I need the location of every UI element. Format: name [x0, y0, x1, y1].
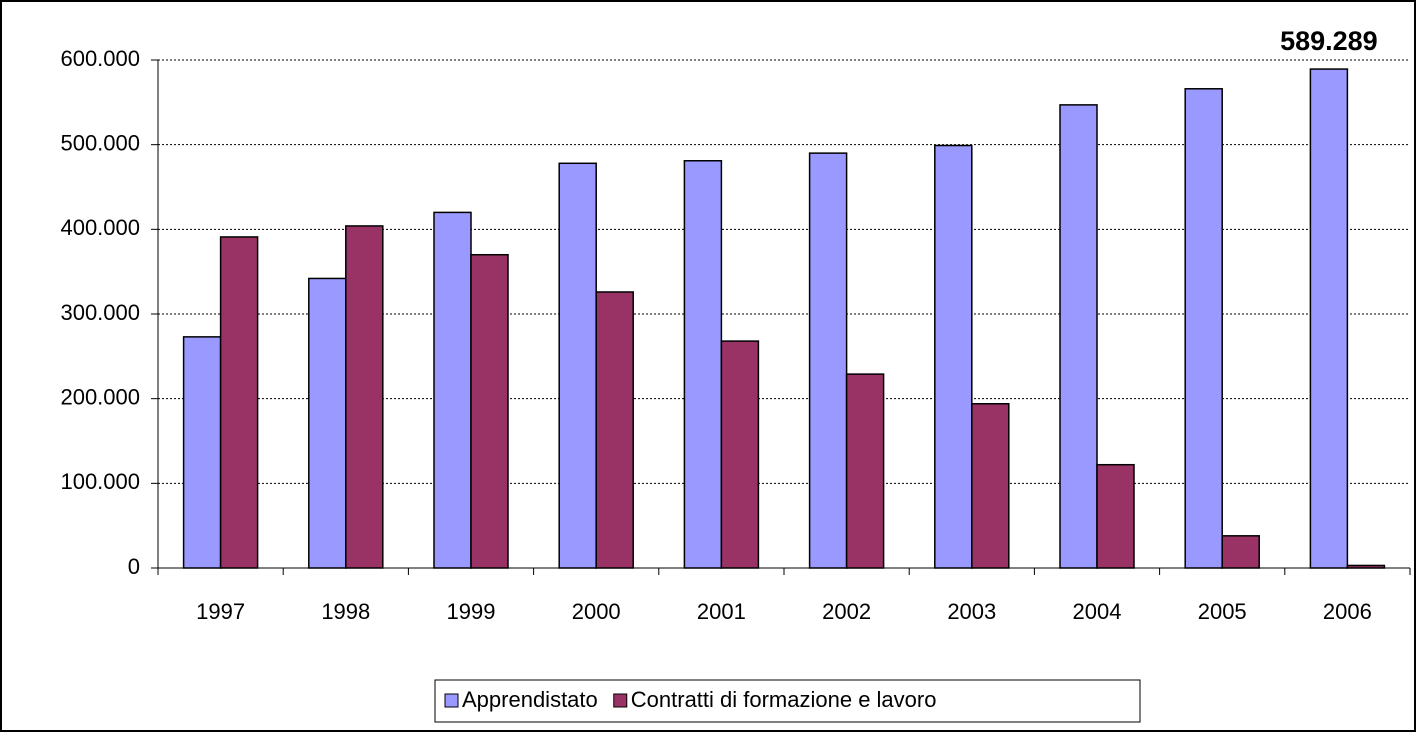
bar — [1346, 564, 1386, 569]
x-tick-label: 2006 — [1323, 599, 1372, 624]
legend-swatch — [444, 693, 459, 708]
x-tick-label: 2004 — [1073, 599, 1122, 624]
y-tick-label: 400.000 — [60, 215, 140, 240]
x-tick-label: 2003 — [947, 599, 996, 624]
bar — [971, 402, 1010, 569]
y-tick-label: 200.000 — [60, 384, 140, 409]
y-tick-label: 100.000 — [60, 469, 140, 494]
bar — [720, 340, 760, 569]
legend-box — [434, 679, 1141, 723]
bar — [470, 253, 509, 569]
bar — [219, 236, 259, 569]
bar — [558, 162, 597, 569]
x-tick-label: 2005 — [1198, 599, 1247, 624]
bar — [808, 152, 848, 569]
bar — [433, 211, 472, 569]
x-tick-label: 1998 — [321, 599, 370, 624]
x-tick-label: 1999 — [447, 599, 496, 624]
legend-swatch — [613, 693, 628, 708]
bar — [308, 277, 347, 569]
bar — [683, 160, 723, 569]
legend-label: Apprendistato — [462, 687, 598, 712]
bar — [595, 291, 634, 569]
data-label: 589.289 — [1280, 26, 1378, 56]
bar — [182, 336, 222, 569]
bar — [1096, 463, 1135, 569]
y-tick-label: 0 — [128, 554, 140, 579]
y-tick-label: 300.000 — [60, 300, 140, 325]
y-tick-label: 500.000 — [60, 130, 140, 155]
bar — [1221, 535, 1260, 569]
bar — [934, 144, 973, 569]
x-tick-label: 2000 — [572, 599, 621, 624]
x-tick-label: 2001 — [697, 599, 746, 624]
legend-label: Contratti di formazione e lavoro — [631, 687, 937, 712]
x-tick-label: 1997 — [196, 599, 245, 624]
bar — [1184, 88, 1223, 569]
bar — [1309, 68, 1349, 569]
x-tick-label: 2002 — [822, 599, 871, 624]
bar — [1059, 104, 1098, 569]
y-tick-label: 600.000 — [60, 46, 140, 71]
bar — [845, 373, 885, 569]
bar — [345, 225, 384, 569]
